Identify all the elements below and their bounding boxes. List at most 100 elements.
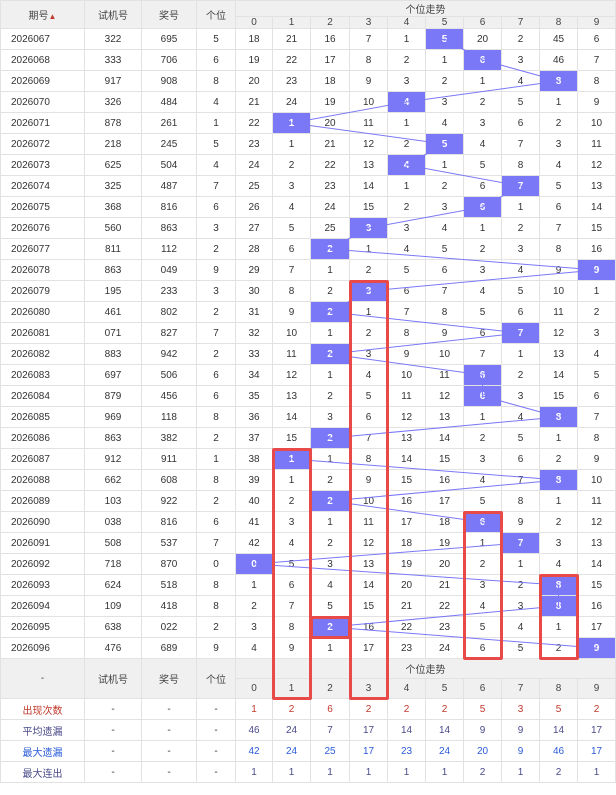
table-row: 2026086 863 382 2 37 15 2 7 13 14 2 5 1 8 [0, 427, 616, 449]
omission-cell: 17 [349, 637, 388, 659]
stats-dash: - [84, 761, 142, 783]
omission-cell: 2 [387, 49, 426, 71]
unit-digit-cell: 8 [196, 70, 236, 92]
trial-number-cell: 863 [84, 259, 142, 281]
digit-header-0: 0 [235, 16, 273, 29]
period-header[interactable]: 期号▲ [0, 0, 85, 29]
omission-cell: 2 [539, 112, 578, 134]
unit-digit-cell: 8 [196, 469, 236, 491]
omission-cell: 1 [387, 175, 426, 197]
trial-number-cell: 326 [84, 91, 142, 113]
hit-ball: 6 [463, 196, 502, 218]
omission-cell: 13 [349, 154, 388, 176]
table-row: 2026076 560 863 3 27 5 25 3 3 4 1 2 7 15 [0, 217, 616, 239]
omission-cell: 9 [501, 511, 540, 533]
trial-number-cell: 195 [84, 280, 142, 302]
omission-cell: 8 [349, 49, 388, 71]
omission-cell: 19 [387, 553, 426, 575]
omission-cell: 1 [463, 70, 502, 92]
trial-number-cell: 368 [84, 196, 142, 218]
prize-number-cell: 802 [141, 301, 197, 323]
omission-cell: 1 [501, 553, 540, 575]
stats-value: 17 [349, 719, 388, 741]
unit-digit-cell: 6 [196, 196, 236, 218]
omission-cell: 13 [539, 343, 578, 365]
hit-ball: 2 [310, 616, 350, 638]
hit-ball: 4 [387, 154, 426, 176]
stats-value: 2 [349, 698, 388, 720]
omission-cell: 3 [310, 406, 350, 428]
unit-digit-cell: 4 [196, 154, 236, 176]
period-cell: 2026093 [0, 574, 85, 596]
omission-cell: 10 [272, 322, 311, 344]
trial-number-cell: 218 [84, 133, 142, 155]
omission-cell: 2 [501, 364, 540, 386]
omission-cell: 34 [235, 364, 273, 386]
omission-cell: 46 [539, 49, 578, 71]
hit-ball: 8 [539, 469, 578, 491]
period-cell: 2026076 [0, 217, 85, 239]
omission-cell: 12 [539, 322, 578, 344]
omission-cell: 10 [577, 112, 616, 134]
omission-cell: 4 [501, 406, 540, 428]
prize-header: 奖号 [141, 0, 197, 29]
table-row: 2026068 333 706 6 19 22 17 8 2 1 6 3 46 7 [0, 49, 616, 71]
trial-number-cell: 109 [84, 595, 142, 617]
table-row: 2026075 368 816 6 26 4 24 15 2 3 6 1 6 14 [0, 196, 616, 218]
table-row: 2026096 476 689 9 4 9 1 17 23 24 6 5 2 9 [0, 637, 616, 659]
stats-value: 24 [425, 740, 464, 762]
omission-cell: 14 [577, 196, 616, 218]
omission-cell: 10 [387, 364, 426, 386]
omission-cell: 24 [310, 196, 350, 218]
stats-value: 7 [310, 719, 350, 741]
omission-cell: 9 [272, 637, 311, 659]
hit-ball: 1 [272, 448, 311, 470]
unit-digit-cell: 7 [196, 322, 236, 344]
omission-cell: 3 [272, 175, 311, 197]
stats-value: 17 [577, 740, 616, 762]
hit-ball: 9 [577, 637, 616, 659]
omission-cell: 5 [425, 238, 464, 260]
omission-cell: 8 [577, 70, 616, 92]
stats-dash: - [84, 698, 142, 720]
omission-cell: 1 [539, 616, 578, 638]
omission-cell: 12 [272, 364, 311, 386]
omission-cell: 1 [539, 427, 578, 449]
omission-cell: 7 [349, 427, 388, 449]
omission-cell: 1 [387, 28, 426, 50]
prize-number-cell: 487 [141, 175, 197, 197]
omission-cell: 21 [425, 574, 464, 596]
stats-value: 9 [501, 740, 540, 762]
omission-cell: 1 [387, 112, 426, 134]
period-cell: 2026069 [0, 70, 85, 92]
table-row: 2026069 917 908 8 20 23 18 9 3 2 1 4 8 8 [0, 70, 616, 92]
prize-number-cell: 908 [141, 70, 197, 92]
hit-ball: 8 [539, 574, 578, 596]
omission-cell: 13 [272, 385, 311, 407]
unit-digit-cell: 2 [196, 427, 236, 449]
omission-cell: 5 [501, 91, 540, 113]
stats-value: 2 [425, 698, 464, 720]
omission-cell: 6 [272, 238, 311, 260]
stats-label: 最大连出 [0, 761, 85, 783]
period-cell: 2026081 [0, 322, 85, 344]
omission-cell: 28 [235, 238, 273, 260]
unit-digit-cell: 6 [196, 511, 236, 533]
period-cell: 2026078 [0, 259, 85, 281]
omission-cell: 6 [501, 112, 540, 134]
period-cell: 2026094 [0, 595, 85, 617]
trial-number-cell: 697 [84, 364, 142, 386]
omission-cell: 3 [501, 49, 540, 71]
hit-ball: 2 [310, 238, 350, 260]
trial-number-cell: 038 [84, 511, 142, 533]
period-cell: 2026091 [0, 532, 85, 554]
sort-icon[interactable]: ▲ [48, 12, 57, 21]
omission-cell: 16 [577, 238, 616, 260]
table-row: 2026070 326 484 4 21 24 19 10 4 3 2 5 1 9 [0, 91, 616, 113]
trial-number-cell: 969 [84, 406, 142, 428]
omission-cell: 37 [235, 427, 273, 449]
omission-cell: 1 [463, 217, 502, 239]
stats-value: 1 [387, 761, 426, 783]
omission-cell: 12 [349, 532, 388, 554]
omission-cell: 7 [387, 301, 426, 323]
